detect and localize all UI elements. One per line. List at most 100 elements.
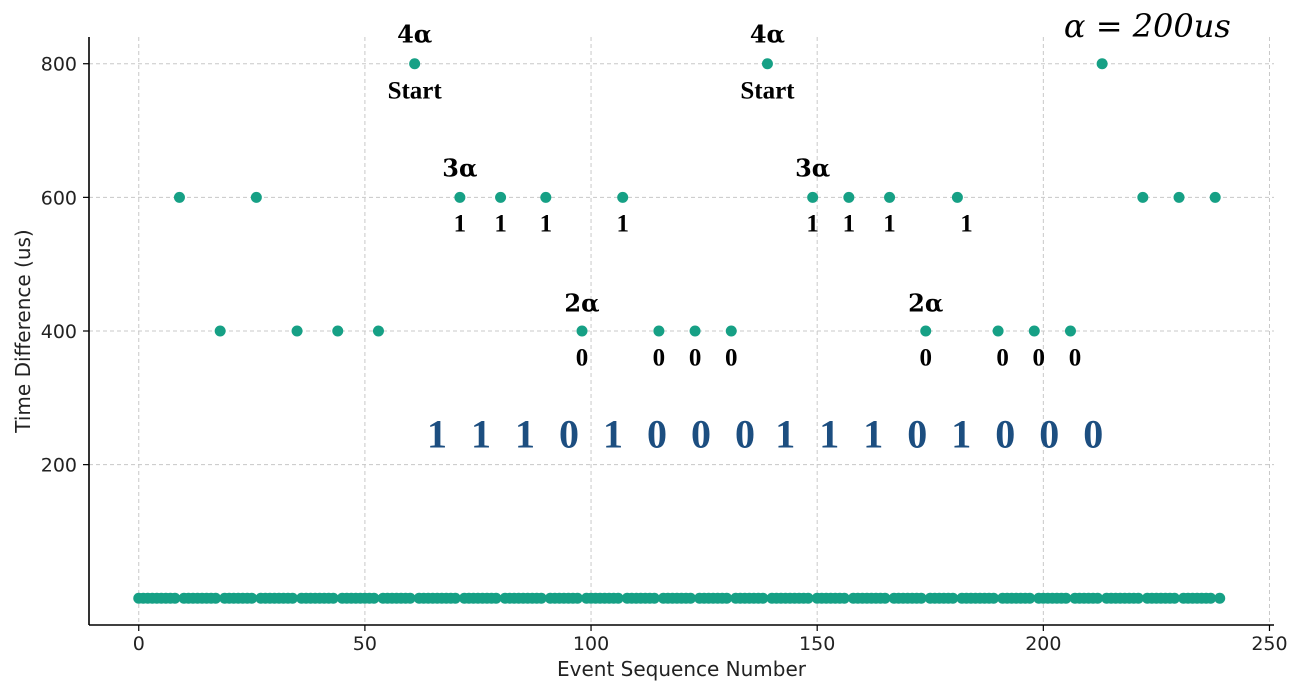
annotation-greek: 4α bbox=[397, 19, 432, 48]
data-point bbox=[689, 325, 701, 337]
data-point bbox=[725, 325, 737, 337]
x-tick-label: 150 bbox=[799, 633, 835, 655]
annotation-small: 0 bbox=[725, 345, 738, 372]
annotation-small: 0 bbox=[1069, 345, 1082, 372]
baseline-point bbox=[612, 592, 624, 604]
baseline-point bbox=[1060, 592, 1072, 604]
data-point bbox=[409, 58, 421, 70]
baseline-point bbox=[210, 592, 222, 604]
annotation-small: 1 bbox=[494, 210, 507, 237]
baseline-point bbox=[368, 592, 380, 604]
data-point bbox=[1028, 325, 1040, 337]
baseline-point bbox=[685, 592, 697, 604]
annotation-greek: 3α bbox=[795, 154, 830, 183]
annotation-small: 1 bbox=[616, 210, 629, 237]
baseline-point bbox=[246, 592, 258, 604]
y-tick-label: 400 bbox=[41, 321, 77, 343]
annotation-small: 1 bbox=[540, 210, 553, 237]
baseline-point bbox=[648, 592, 660, 604]
baseline-point bbox=[535, 592, 547, 604]
annotation-small: 0 bbox=[1033, 345, 1046, 372]
annotation-alpha: α = 200us bbox=[1064, 7, 1231, 45]
y-tick-label: 200 bbox=[41, 455, 77, 477]
baseline-point bbox=[1214, 592, 1226, 604]
baseline-point bbox=[838, 592, 850, 604]
data-point bbox=[214, 325, 226, 337]
x-tick-label: 250 bbox=[1251, 633, 1287, 655]
annotation-bits: 1 1 1 0 1 0 0 0 bbox=[427, 411, 755, 456]
baseline-point bbox=[169, 592, 181, 604]
data-point bbox=[1173, 191, 1185, 203]
baseline-point bbox=[1168, 592, 1180, 604]
y-axis-title: Time Difference (us) bbox=[11, 229, 35, 433]
baseline-point bbox=[1132, 592, 1144, 604]
x-tick-label: 100 bbox=[573, 633, 609, 655]
data-point bbox=[617, 191, 629, 203]
data-points bbox=[133, 58, 1226, 604]
annotation-small: 0 bbox=[653, 345, 666, 372]
data-point bbox=[1209, 191, 1221, 203]
x-tick-label: 50 bbox=[353, 633, 377, 655]
data-point bbox=[576, 325, 588, 337]
annotation-small: 1 bbox=[454, 210, 467, 237]
annotation-small: 0 bbox=[919, 345, 932, 372]
baseline-point bbox=[879, 592, 891, 604]
x-axis-title: Event Sequence Number bbox=[557, 657, 807, 681]
data-point bbox=[495, 191, 507, 203]
annotation-small: 0 bbox=[689, 345, 702, 372]
baseline-point bbox=[915, 592, 927, 604]
annotation-small: 0 bbox=[576, 345, 589, 372]
data-point bbox=[372, 325, 384, 337]
baseline-point bbox=[802, 592, 814, 604]
baseline-point bbox=[1205, 592, 1217, 604]
data-point bbox=[653, 325, 665, 337]
y-tick-label: 600 bbox=[41, 187, 77, 209]
data-point bbox=[951, 191, 963, 203]
x-tick-label: 200 bbox=[1025, 633, 1061, 655]
annotation-greek: 2α bbox=[908, 289, 943, 318]
annotation-greek: 2α bbox=[564, 289, 599, 318]
baseline-point bbox=[947, 592, 959, 604]
data-point bbox=[884, 191, 896, 203]
data-point bbox=[761, 58, 773, 70]
annotation-small: 1 bbox=[806, 210, 819, 237]
annotation-small: 0 bbox=[996, 345, 1009, 372]
baseline-point bbox=[571, 592, 583, 604]
x-tick-label: 0 bbox=[133, 633, 145, 655]
baseline-point bbox=[757, 592, 769, 604]
baseline-point bbox=[327, 592, 339, 604]
annotation-greek: 4α bbox=[750, 19, 785, 48]
data-point bbox=[807, 191, 819, 203]
data-point bbox=[540, 191, 552, 203]
grid bbox=[89, 37, 1274, 625]
annotation-small: 1 bbox=[960, 210, 973, 237]
baseline-point bbox=[449, 592, 461, 604]
annotation-bits: 1 1 1 0 1 0 0 0 bbox=[775, 411, 1103, 456]
annotation-small: 1 bbox=[843, 210, 856, 237]
baseline-point bbox=[988, 592, 1000, 604]
data-point bbox=[843, 191, 855, 203]
data-point bbox=[1064, 325, 1076, 337]
data-point bbox=[992, 325, 1004, 337]
data-point bbox=[332, 325, 344, 337]
baseline-point bbox=[1092, 592, 1104, 604]
annotation-small: 1 bbox=[883, 210, 896, 237]
data-point bbox=[291, 325, 303, 337]
data-point bbox=[920, 325, 932, 337]
baseline-point bbox=[490, 592, 502, 604]
baseline-point bbox=[404, 592, 416, 604]
annotation-greek: 3α bbox=[442, 154, 477, 183]
baseline-point bbox=[1024, 592, 1036, 604]
data-point bbox=[173, 191, 185, 203]
baseline-point bbox=[287, 592, 299, 604]
data-point bbox=[454, 191, 466, 203]
y-tick-label: 800 bbox=[41, 54, 77, 76]
data-point bbox=[250, 191, 262, 203]
data-point bbox=[1137, 191, 1149, 203]
baseline-point bbox=[721, 592, 733, 604]
data-point bbox=[1096, 58, 1108, 70]
annotation-small: Start bbox=[740, 77, 795, 104]
